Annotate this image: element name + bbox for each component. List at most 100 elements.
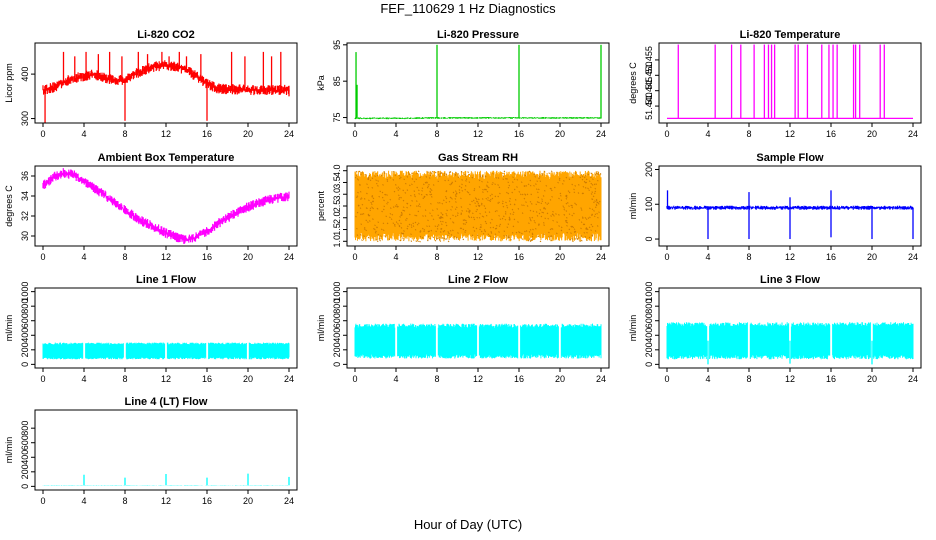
x-tick-label: 0 (40, 496, 45, 506)
x-tick-label: 0 (352, 252, 357, 262)
y-axis-label: percent (316, 190, 326, 221)
y-axis-label: ml/min (628, 193, 638, 220)
y-tick-label: 600 (332, 313, 342, 328)
x-tick-label: 4 (393, 374, 398, 384)
y-tick-label: 3.5 (332, 176, 342, 189)
y-tick-label: 400 (644, 328, 654, 343)
y-tick-label: 200 (20, 464, 30, 479)
data-band (354, 170, 602, 242)
x-axis-label: Hour of Day (UTC) (413, 517, 523, 532)
y-tick-label: 600 (644, 313, 654, 328)
x-tick-label: 20 (867, 374, 877, 384)
x-tick-label: 4 (705, 252, 710, 262)
y-tick-label: 800 (20, 421, 30, 436)
series-line-1-flow (42, 342, 290, 360)
y-tick-label: 800 (644, 299, 654, 314)
plot-frame (346, 42, 610, 124)
x-tick-label: 16 (202, 374, 212, 384)
panel-gas-stream-rh: Gas Stream RH 0 4 8 12 16 20 24 1.01.52.02.53.03… (316, 152, 610, 262)
y-axis-label: degrees C (628, 62, 638, 104)
x-tick-label: 4 (81, 374, 86, 384)
panel-li-820-co2: Li-820 CO2 0 4 8 12 16 20 24 300 400 Licor ppm (4, 29, 298, 139)
y-tick-label: 400 (20, 67, 30, 82)
x-tick-label: 0 (40, 129, 45, 139)
y-tick-label: 51.455 (644, 46, 654, 74)
y-tick-label: 800 (20, 299, 30, 314)
y-tick-label: 4.0 (332, 164, 342, 177)
y-tick-label: 75 (332, 113, 342, 123)
panel-sample-flow: Sample Flow 0 4 8 12 16 20 24 0 100 200 ml/min (628, 152, 922, 262)
x-tick-label: 20 (555, 374, 565, 384)
x-tick-label: 20 (243, 129, 253, 139)
y-tick-label: 0 (332, 362, 342, 367)
y-tick-label: 400 (332, 328, 342, 343)
x-tick-label: 4 (81, 252, 86, 262)
x-tick-label: 24 (284, 374, 294, 384)
series-li-820-co2 (42, 51, 290, 123)
series-line-3-flow (666, 322, 914, 365)
y-tick-label: 51.440 (644, 92, 654, 120)
panel-title: Line 3 Flow (760, 274, 820, 286)
y-tick-label: 800 (332, 299, 342, 314)
y-tick-label: 85 (332, 76, 342, 86)
plot-frame (34, 42, 298, 124)
figure-title: FEF_110629 1 Hz Diagnostics (380, 1, 556, 16)
x-tick-label: 16 (202, 129, 212, 139)
y-tick-label: 51.450 (644, 62, 654, 90)
panel-title: Li-820 Pressure (437, 29, 519, 41)
y-tick-label: 32 (20, 211, 30, 221)
panel-title: Line 2 Flow (448, 274, 508, 286)
x-tick-label: 12 (161, 496, 171, 506)
y-tick-label: 200 (332, 342, 342, 357)
x-tick-label: 20 (555, 252, 565, 262)
x-tick-label: 12 (161, 252, 171, 262)
y-tick-label: 200 (644, 342, 654, 357)
x-tick-label: 0 (664, 374, 669, 384)
x-tick-label: 0 (40, 374, 45, 384)
y-tick-label: 36 (20, 171, 30, 181)
x-tick-label: 8 (746, 252, 751, 262)
x-tick-label: 12 (785, 252, 795, 262)
x-tick-label: 20 (243, 496, 253, 506)
panel-ambient-box-temperature: Ambient Box Temperature 0 4 8 12 16 20 24 30 32 34… (4, 152, 298, 262)
y-tick-label: 2.5 (332, 200, 342, 213)
panel-li-820-temperature: Li-820 Temperature 0 4 8 12 16 20 24 51.44051.44… (628, 29, 922, 139)
x-tick-label: 20 (867, 129, 877, 139)
x-tick-label: 8 (746, 129, 751, 139)
y-tick-label: 0 (644, 237, 654, 242)
x-tick-label: 12 (473, 252, 483, 262)
x-tick-label: 4 (81, 129, 86, 139)
x-tick-label: 20 (867, 252, 877, 262)
y-tick-label: 30 (20, 231, 30, 241)
y-tick-label: 200 (644, 162, 654, 177)
y-tick-label: 1.0 (332, 235, 342, 248)
x-tick-label: 16 (514, 252, 524, 262)
x-tick-label: 24 (908, 374, 918, 384)
x-tick-label: 12 (473, 374, 483, 384)
series-line-2-flow (354, 323, 602, 359)
series-ambient-box-temperature (42, 168, 290, 244)
x-tick-label: 8 (434, 374, 439, 384)
x-tick-label: 0 (352, 374, 357, 384)
series-sample-flow (666, 190, 914, 240)
x-tick-label: 16 (202, 252, 212, 262)
y-tick-label: 100 (644, 197, 654, 212)
y-axis-label: ml/min (316, 315, 326, 342)
panel-title: Line 4 (LT) Flow (125, 396, 208, 408)
x-tick-label: 24 (596, 129, 606, 139)
x-tick-label: 16 (826, 129, 836, 139)
y-tick-label: 0 (644, 362, 654, 367)
x-tick-label: 12 (161, 129, 171, 139)
y-tick-label: 51.445 (644, 77, 654, 105)
x-tick-label: 4 (705, 374, 710, 384)
x-tick-label: 0 (664, 129, 669, 139)
panel-title: Ambient Box Temperature (98, 152, 235, 164)
x-tick-label: 24 (284, 496, 294, 506)
x-tick-label: 4 (393, 129, 398, 139)
x-tick-label: 16 (826, 252, 836, 262)
x-tick-label: 12 (473, 129, 483, 139)
